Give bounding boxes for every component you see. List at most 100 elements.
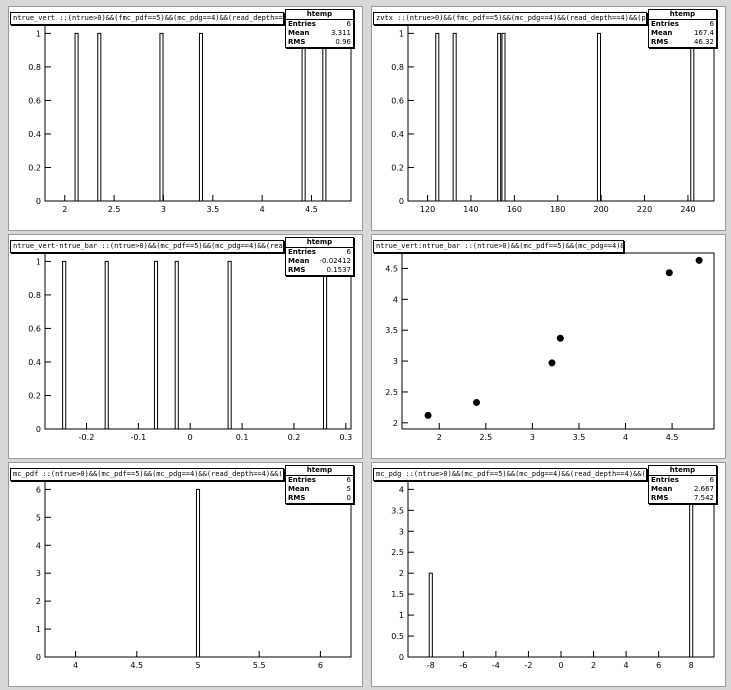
y-tick-label: 2.5: [385, 388, 398, 397]
stats-row: Mean -0.02412: [286, 257, 353, 266]
y-tick-label: 3.5: [391, 506, 404, 515]
stats-row: Mean 5: [286, 485, 353, 494]
histogram-bin: [428, 572, 433, 658]
histogram-bin: [62, 260, 67, 430]
pad-title: ntrue_vert ::(ntrue>0)&&(fmc_pdf==5)&&(m…: [10, 12, 284, 25]
x-tick-label: 2.5: [108, 205, 121, 214]
histogram-bin: [174, 260, 179, 430]
y-tick-label: 1: [399, 29, 404, 38]
x-tick-label: 4: [624, 661, 629, 670]
pad-title: ntrue_vert:ntrue_bar ::(ntrue>0)&&(mc_pd…: [373, 240, 624, 253]
x-tick-label: 220: [637, 205, 652, 214]
stats-label: Mean: [288, 257, 310, 265]
stats-row: Mean 3.311: [286, 29, 353, 38]
x-tick-label: 0: [188, 433, 193, 442]
x-tick-label: 0.1: [236, 433, 249, 442]
x-tick-label: 4.5: [130, 661, 143, 670]
pad-6: -8 -6 -4 -2 0 2 4 6 8 0 0.5 1 1.5 2 2.5 3 3.5 4 mc_pdg ::(…: [371, 462, 726, 687]
y-tick-label: 5: [36, 513, 41, 522]
histogram-bin: [104, 260, 109, 430]
y-tick-label: 0.6: [28, 96, 41, 105]
x-tick-label: 3.5: [206, 205, 219, 214]
y-tick-label: 3: [399, 527, 404, 536]
x-tick-label: -6: [459, 661, 467, 670]
y-tick-label: 2: [399, 569, 404, 578]
y-tick-label: 0: [399, 653, 404, 662]
x-tick-label: 240: [680, 205, 695, 214]
pad-3: -0.2 -0.1 0 0.1 0.2 0.3 0 0.2 0.4 0.6 0.8 1 ntrue_ve…: [8, 234, 363, 459]
plot-frame: [44, 24, 352, 202]
x-tick-label: 4.5: [666, 433, 679, 442]
y-tick-label: 4: [36, 541, 41, 550]
histogram-bin: [596, 32, 601, 202]
y-tick-label: 4: [399, 485, 404, 494]
y-tick-label: 0.6: [391, 96, 404, 105]
stats-value: 2.667: [693, 485, 714, 493]
x-tick-label: 200: [594, 205, 609, 214]
stats-row: RMS 0.96: [286, 38, 353, 47]
x-tick-label: 3: [530, 433, 535, 442]
x-tick-label: 180: [550, 205, 565, 214]
histogram-bin: [195, 488, 201, 658]
stats-value: 5: [346, 485, 351, 493]
x-tick-label: 2: [437, 433, 442, 442]
pad-title: mc_pdf ::(ntrue>0)&&(mc_pdf==5)&&(mc_pdg…: [10, 468, 284, 481]
y-tick-label: 0.6: [28, 324, 41, 333]
scatter-point: [695, 256, 703, 264]
x-tick-label: 5: [195, 661, 200, 670]
stats-label: Entries: [651, 20, 679, 28]
stats-label: RMS: [651, 494, 669, 502]
stats-label: Mean: [651, 485, 673, 493]
stats-box: htemp Entries 6 Mean 2.667 RMS 7.542: [648, 465, 717, 504]
y-tick-label: 1: [399, 611, 404, 620]
pad-4: 2 2.5 3 3.5 4 4.5 2 2.5 3 3.5 4 4.5 ntrue_vert:ntrue…: [371, 234, 726, 459]
histogram-bin: [689, 488, 694, 658]
y-tick-label: 0.2: [391, 163, 404, 172]
y-tick-label: 1.5: [391, 590, 404, 599]
stats-value: 6: [346, 248, 351, 256]
y-tick-label: 0: [36, 425, 41, 434]
stats-label: Mean: [288, 29, 310, 37]
stats-row: Entries 6: [649, 476, 716, 485]
pad-1: 2 2.5 3 3.5 4 4.5 0 0.2 0.4 0.6 0.8 1 ntrue_vert ::(…: [8, 6, 363, 231]
stats-row: RMS 7.542: [649, 494, 716, 503]
x-tick-label: 2: [591, 661, 596, 670]
stats-label: Entries: [288, 476, 316, 484]
y-tick-label: 0.4: [391, 130, 404, 139]
y-tick-label: 0.8: [28, 291, 41, 300]
stats-value: 3.311: [330, 29, 351, 37]
stats-value: 6: [709, 20, 714, 28]
stats-row: Entries 6: [286, 20, 353, 29]
stats-name: htemp: [649, 10, 716, 20]
x-tick-label: 2.5: [479, 433, 492, 442]
x-tick-label: 120: [420, 205, 435, 214]
plot-svg: 4 4.5 5 5.5 6 0 1 2 3 4 5 6: [36, 480, 352, 670]
stats-value: 6: [346, 476, 351, 484]
stats-row: Mean 167.4: [649, 29, 716, 38]
stats-label: Entries: [651, 476, 679, 484]
plot-frame: [407, 24, 715, 202]
stats-label: RMS: [651, 38, 669, 46]
x-tick-label: 6: [656, 661, 661, 670]
y-tick-label: 3: [36, 569, 41, 578]
stats-row: Mean 2.667: [649, 485, 716, 494]
plot-svg: 2 2.5 3 3.5 4 4.5 0 0.2 0.4 0.6 0.8 1: [28, 24, 352, 214]
y-tick-label: 2: [393, 419, 398, 428]
plot-svg: -8 -6 -4 -2 0 2 4 6 8 0 0.5 1 1.5 2 2.5 3 3.5 4: [391, 480, 715, 670]
y-tick-label: 0.5: [391, 632, 404, 641]
y-tick-label: 4: [393, 295, 398, 304]
stats-value: 0.96: [335, 38, 351, 46]
histogram-bin: [159, 32, 164, 202]
plot-frame: [401, 252, 715, 430]
scatter-point: [473, 398, 481, 406]
pad-title: mc_pdg ::(ntrue>0)&&(mc_pdf==5)&&(mc_pdg…: [373, 468, 647, 481]
x-tick-label: -2: [524, 661, 532, 670]
stats-row: RMS 46.32: [649, 38, 716, 47]
x-tick-label: 8: [689, 661, 694, 670]
stats-label: RMS: [288, 38, 306, 46]
x-tick-label: 140: [463, 205, 478, 214]
scatter-point: [548, 359, 556, 367]
x-tick-label: 6: [318, 661, 323, 670]
stats-box: htemp Entries 6 Mean 3.311 RMS 0.96: [285, 9, 354, 48]
stats-value: 6: [346, 20, 351, 28]
